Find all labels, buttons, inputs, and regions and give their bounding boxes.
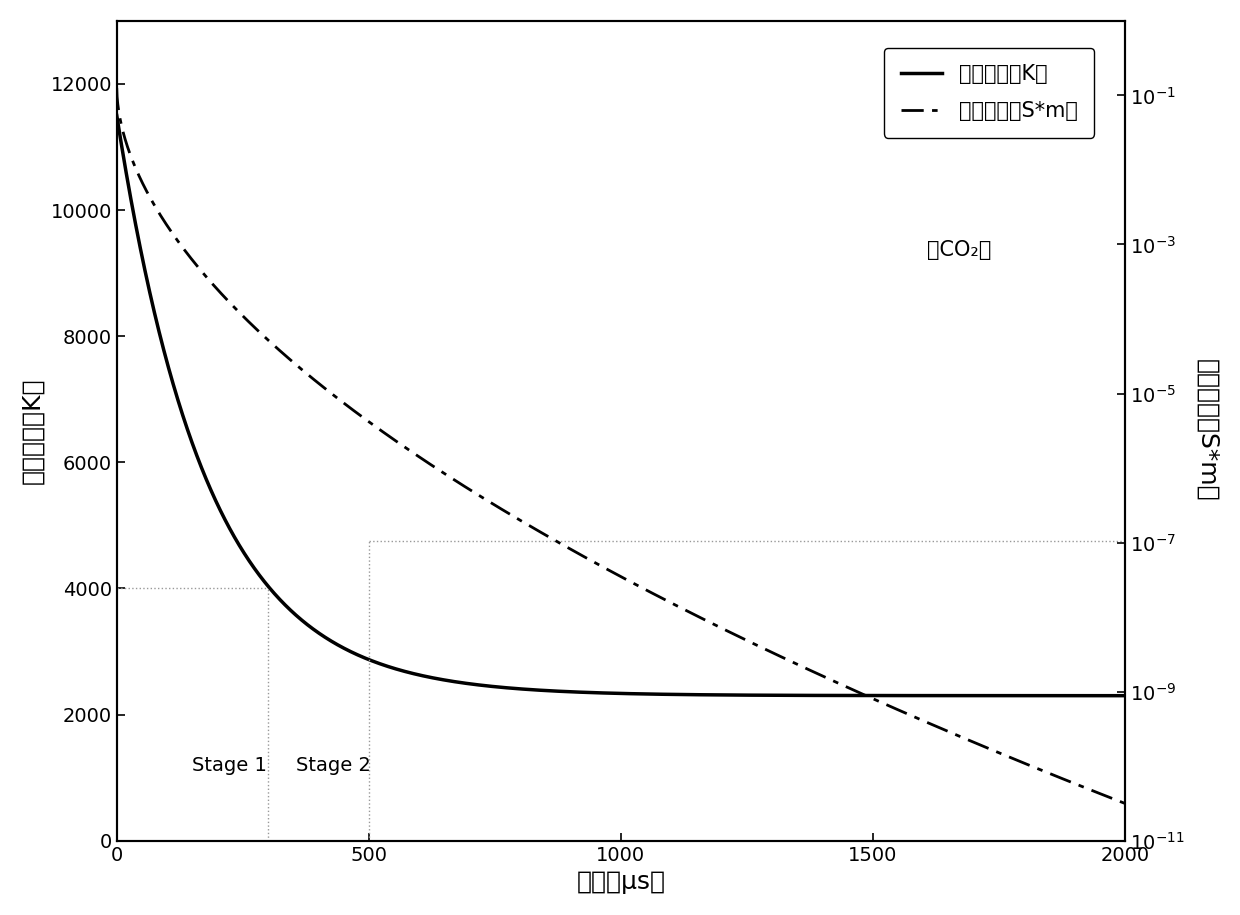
平均温度（K） <box>1097 690 1112 701</box>
平均温度（K） <box>990 690 1004 701</box>
平均温度（K） <box>539 685 554 696</box>
Text: Stage 2: Stage 2 <box>295 757 371 775</box>
电弧电导（S*m） <box>1117 798 1132 809</box>
电弧电导（S*m） <box>224 299 239 310</box>
Text: （CO₂）: （CO₂） <box>926 241 991 261</box>
电弧电导（S*m） <box>990 747 1004 758</box>
平均温度（K） <box>109 110 124 121</box>
平均温度（K） <box>284 606 299 617</box>
Legend: 平均温度（K）, 电弧电导（S*m）: 平均温度（K）, 电弧电导（S*m） <box>884 48 1095 137</box>
Line: 平均温度（K）: 平均温度（K） <box>117 115 1125 695</box>
电弧电导（S*m） <box>539 531 554 542</box>
平均温度（K） <box>224 527 239 538</box>
电弧电导（S*m） <box>284 355 299 366</box>
平均温度（K） <box>1117 690 1132 701</box>
Text: Stage 1: Stage 1 <box>192 757 268 775</box>
电弧电导（S*m） <box>1097 791 1112 802</box>
Line: 电弧电导（S*m）: 电弧电导（S*m） <box>117 88 1125 803</box>
X-axis label: 时间（μs）: 时间（μs） <box>577 870 666 894</box>
Y-axis label: 电弧电导（S*m）: 电弧电导（S*m） <box>1195 360 1219 502</box>
平均温度（K） <box>496 682 511 693</box>
电弧电导（S*m） <box>109 82 124 93</box>
电弧电导（S*m） <box>496 505 511 516</box>
Y-axis label: 平均温度（K）: 平均温度（K） <box>21 378 45 484</box>
